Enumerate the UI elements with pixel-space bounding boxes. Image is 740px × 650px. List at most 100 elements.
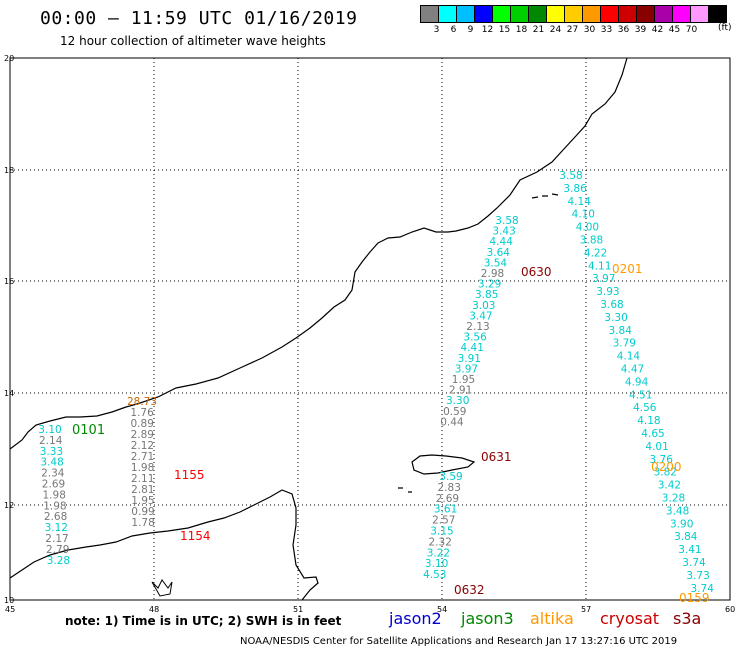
satellite-name: cryosat <box>600 609 660 628</box>
wave-height-value: 3.90 <box>670 518 693 530</box>
legend-label: 70 <box>685 25 698 35</box>
wave-height-value: 2.32 <box>429 536 452 548</box>
wave-height-value: 2.71 <box>131 451 154 463</box>
wave-height-value: 2.57 <box>432 515 455 527</box>
wave-height-value: 3.12 <box>45 522 68 534</box>
wave-height-value: 3.84 <box>609 325 633 337</box>
legend-label: 3 <box>433 25 440 35</box>
coastline-arabia <box>9 57 628 450</box>
wave-height-value: 3.74 <box>682 557 706 569</box>
legend-label: 30 <box>583 25 596 35</box>
wave-height-value: 3.10 <box>425 558 448 570</box>
latitude-label: 10 <box>4 596 14 605</box>
legend-label: 18 <box>515 25 528 35</box>
wave-height-value: 3.97 <box>592 273 615 285</box>
wave-height-value: 3.88 <box>580 235 603 247</box>
wave-height-value: 4.00 <box>576 222 599 234</box>
satellite-name: jason3 <box>461 609 514 628</box>
pass-time-label: 0630 <box>521 265 552 279</box>
wave-height-value: 2.89 <box>131 429 154 441</box>
wave-height-value: 0.99 <box>131 506 154 518</box>
coastal-detail <box>151 579 173 597</box>
wave-height-value: 1.78 <box>131 517 154 529</box>
wave-height-value: 3.28 <box>47 555 70 567</box>
latitude-label: 20 <box>4 54 14 63</box>
wave-height-value: 3.33 <box>40 446 63 458</box>
legend-label: 15 <box>498 25 511 35</box>
pass-time-label: 0631 <box>481 450 512 464</box>
legend-label: 45 <box>668 25 681 35</box>
wave-height-value: 2.79 <box>46 544 69 556</box>
wave-height-value: 3.30 <box>446 395 469 407</box>
wave-height-value: 3.76 <box>650 454 674 466</box>
wave-height-value: 2.13 <box>466 321 489 333</box>
latitude-label: 12 <box>4 501 14 510</box>
wave-height-value: 3.82 <box>654 467 677 479</box>
legend-label: 21 <box>532 25 545 35</box>
legend-label: 27 <box>566 25 579 35</box>
wave-height-value: 3.85 <box>475 289 498 301</box>
legend-label: 6 <box>450 25 457 35</box>
pass-time-label: 0101 <box>72 423 105 438</box>
wave-height-value: 4.01 <box>645 441 668 453</box>
legend-label: 36 <box>617 25 630 35</box>
wave-height-value: 2.69 <box>42 479 65 491</box>
longitude-label: 57 <box>581 605 591 614</box>
satellite-name: s3a <box>673 609 702 628</box>
legend-label: 24 <box>549 25 562 35</box>
wave-height-value: 3.97 <box>455 363 478 375</box>
wave-height-value: 3.10 <box>38 424 61 436</box>
wave-height-value: 4.53 <box>423 569 446 581</box>
wave-height-value: 0.59 <box>443 406 466 418</box>
pass-time-label: 0201 <box>612 262 643 276</box>
wave-height-value: 3.43 <box>492 226 515 238</box>
wave-height-value: 1.95 <box>452 374 475 386</box>
wave-height-value: 2.17 <box>45 533 68 545</box>
pass-time-label: 1155 <box>174 468 205 482</box>
wave-height-value: 0.44 <box>440 416 464 428</box>
wave-height-value: 3.86 <box>563 183 587 195</box>
map-subtitle: 12 hour collection of altimeter wave hei… <box>60 34 326 48</box>
wave-height-value: 3.47 <box>469 310 492 322</box>
legend-swatches <box>420 5 727 23</box>
wave-height-value: 4.47 <box>621 364 644 376</box>
wave-height-value: 4.65 <box>641 428 664 440</box>
wave-height-value: 3.28 <box>662 493 685 505</box>
wave-height-value: 3.91 <box>458 353 481 365</box>
footer-credit: NOAA/NESDIS Center for Satellite Applica… <box>240 636 678 647</box>
wave-height-value: 0.89 <box>131 418 154 430</box>
pass-time-label: 0200 <box>651 460 682 474</box>
wave-height-value: 1.76 <box>130 407 154 419</box>
latitude-label: 18 <box>4 166 14 175</box>
wave-height-value: 3.58 <box>495 215 518 227</box>
legend-unit: (ft) <box>718 23 732 33</box>
wave-height-value: 3.84 <box>674 531 698 543</box>
wave-height-value: 4.10 <box>572 209 595 221</box>
wave-height-value: 3.68 <box>600 299 623 311</box>
map-title: 00:00 – 11:59 UTC 01/16/2019 <box>40 8 358 29</box>
wave-height-value: 4.14 <box>617 351 641 363</box>
wave-height-value: 1.98 <box>43 489 66 501</box>
wave-height-value: 3.79 <box>613 338 636 350</box>
socotra-island <box>411 454 476 475</box>
wave-height-value: 4.41 <box>461 342 484 354</box>
satellite-tracks: 3.102.143.333.482.342.691.981.982.683.12… <box>38 170 714 605</box>
legend-label: 12 <box>481 25 494 35</box>
wave-height-value: 2.34 <box>41 468 65 480</box>
wave-height-value: 3.03 <box>472 300 495 312</box>
latitude-label: 16 <box>4 277 14 286</box>
wave-height-value: 28.73 <box>127 396 157 408</box>
pass-time-label: 0632 <box>454 583 485 597</box>
wave-height-value: 3.56 <box>463 332 487 344</box>
wave-height-value: 4.11 <box>588 260 611 272</box>
wave-height-value: 1.95 <box>131 495 154 507</box>
legend-label: 33 <box>600 25 613 35</box>
wave-height-value: 3.61 <box>434 504 457 516</box>
wave-height-value: 2.98 <box>481 268 504 280</box>
legend-label: 9 <box>467 25 474 35</box>
wave-height-value: 3.73 <box>686 570 709 582</box>
wave-height-value: 3.48 <box>40 457 63 469</box>
coastline-africa <box>9 489 319 601</box>
wave-height-value: 3.59 <box>439 471 462 483</box>
